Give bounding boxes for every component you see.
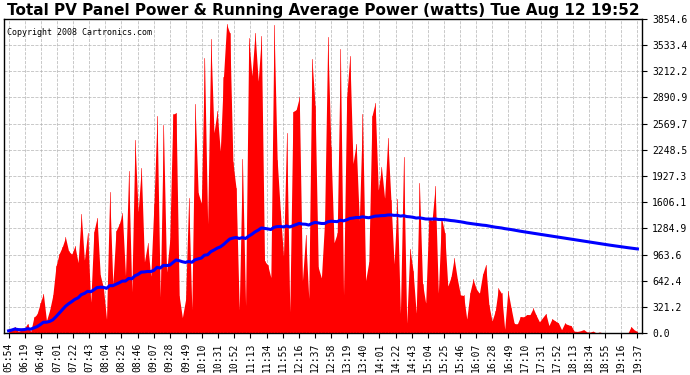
- Title: Total PV Panel Power & Running Average Power (watts) Tue Aug 12 19:52: Total PV Panel Power & Running Average P…: [7, 3, 640, 18]
- Text: Copyright 2008 Cartronics.com: Copyright 2008 Cartronics.com: [7, 28, 152, 38]
